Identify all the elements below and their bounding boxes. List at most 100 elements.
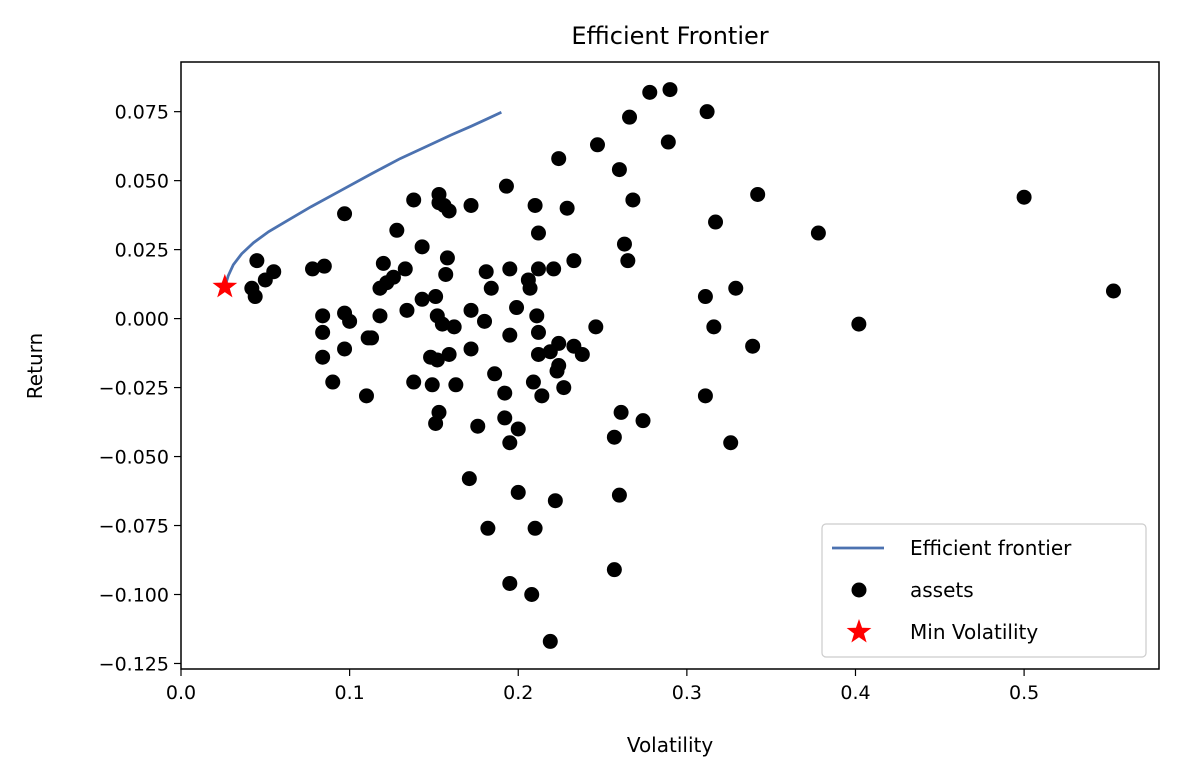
asset-point-100 xyxy=(428,415,444,431)
asset-point-70 xyxy=(851,316,867,332)
asset-point-1 xyxy=(642,84,658,100)
asset-point-54 xyxy=(399,302,415,318)
asset-point-18 xyxy=(559,200,575,216)
asset-point-72 xyxy=(502,327,518,343)
plot-frame xyxy=(180,61,1160,670)
asset-point-119 xyxy=(542,633,558,649)
asset-point-79 xyxy=(429,352,445,368)
x-tick-label-3: 0.3 xyxy=(672,682,702,704)
asset-point-80 xyxy=(441,346,457,362)
asset-point-43 xyxy=(566,253,582,269)
legend-label-0: Efficient frontier xyxy=(910,536,1072,560)
min-volatility-star xyxy=(212,273,238,298)
asset-point-62 xyxy=(446,319,462,335)
asset-point-17 xyxy=(527,197,543,213)
asset-point-69 xyxy=(706,319,722,335)
x-axis-title: Volatility xyxy=(627,733,714,757)
asset-point-98 xyxy=(556,380,572,396)
asset-point-38 xyxy=(438,266,454,282)
asset-point-110 xyxy=(461,471,477,487)
asset-point-50 xyxy=(414,291,430,307)
asset-point-116 xyxy=(606,562,622,578)
asset-point-76 xyxy=(315,349,331,365)
asset-point-7 xyxy=(611,162,627,178)
asset-point-104 xyxy=(502,435,518,451)
asset-point-2 xyxy=(622,109,638,125)
asset-point-30 xyxy=(305,261,321,277)
asset-point-10 xyxy=(1016,189,1032,205)
asset-point-103 xyxy=(510,421,526,437)
asset-point-95 xyxy=(497,385,513,401)
asset-point-64 xyxy=(529,308,545,324)
x-tick-label-4: 0.4 xyxy=(840,682,870,704)
asset-point-51 xyxy=(428,289,444,305)
asset-point-56 xyxy=(463,302,479,318)
asset-point-25 xyxy=(414,239,430,255)
asset-point-60 xyxy=(372,308,388,324)
plot-area xyxy=(212,82,1121,649)
asset-point-74 xyxy=(360,330,376,346)
asset-point-113 xyxy=(547,493,563,509)
asset-point-117 xyxy=(502,575,518,591)
y-tick-label-6: −0.075 xyxy=(99,516,169,538)
asset-point-92 xyxy=(448,377,464,393)
y-axis-title: Return xyxy=(23,333,47,399)
asset-point-93 xyxy=(325,374,341,390)
y-tick-label-2: 0.025 xyxy=(115,240,169,262)
asset-point-77 xyxy=(463,341,479,357)
asset-point-57 xyxy=(509,300,525,316)
legend: Efficient frontier assets Min Volatility xyxy=(821,523,1147,658)
y-tick-label-8: −0.125 xyxy=(99,653,169,675)
x-tick-label-2: 0.2 xyxy=(503,682,533,704)
asset-point-22 xyxy=(810,225,826,241)
asset-point-8 xyxy=(498,178,514,194)
asset-point-20 xyxy=(337,206,353,222)
chart-title: Efficient Frontier xyxy=(571,22,768,50)
asset-point-112 xyxy=(611,487,627,503)
asset-point-28 xyxy=(249,253,265,269)
asset-point-39 xyxy=(478,264,494,280)
x-tick-label-1: 0.1 xyxy=(335,682,365,704)
asset-point-16 xyxy=(463,197,479,213)
asset-point-42 xyxy=(546,261,562,277)
asset-point-5 xyxy=(589,137,605,153)
legend-min-volatility-swatch xyxy=(846,619,872,643)
legend-box xyxy=(821,523,1147,658)
asset-point-102 xyxy=(497,410,513,426)
asset-point-114 xyxy=(480,520,496,536)
y-tick-label-0: 0.075 xyxy=(115,102,169,124)
asset-point-81 xyxy=(530,346,546,362)
asset-point-40 xyxy=(502,261,518,277)
asset-point-21 xyxy=(708,214,724,230)
y-axis: 0.075 0.050 0.025 0.000 −0.025 −0.050 −0.075 −0… xyxy=(99,102,181,675)
asset-point-4 xyxy=(660,134,676,150)
asset-point-41 xyxy=(530,261,546,277)
asset-point-33 xyxy=(375,255,391,271)
asset-point-58 xyxy=(315,308,331,324)
asset-point-90 xyxy=(406,374,422,390)
asset-point-94 xyxy=(358,388,374,404)
asset-point-23 xyxy=(389,222,405,238)
asset-point-89 xyxy=(487,366,503,382)
asset-point-44 xyxy=(620,253,636,269)
asset-point-75 xyxy=(337,341,353,357)
y-tick-label-4: −0.025 xyxy=(99,378,169,400)
asset-point-46 xyxy=(522,280,538,296)
asset-point-85 xyxy=(574,346,590,362)
legend-assets-swatch xyxy=(851,582,867,598)
y-tick-label-3: 0.000 xyxy=(115,309,169,331)
asset-point-11 xyxy=(406,192,422,208)
asset-point-65 xyxy=(342,313,358,329)
asset-point-9 xyxy=(750,186,766,202)
asset-point-101 xyxy=(470,418,486,434)
asset-point-88 xyxy=(549,363,565,379)
asset-point-53 xyxy=(728,280,744,296)
legend-label-1: assets xyxy=(910,578,974,602)
asset-point-118 xyxy=(524,587,540,602)
asset-point-96 xyxy=(525,374,541,390)
asset-point-83 xyxy=(551,335,567,351)
y-tick-label-7: −0.100 xyxy=(99,585,169,607)
asset-point-91 xyxy=(424,377,440,393)
asset-point-71 xyxy=(1105,283,1121,299)
